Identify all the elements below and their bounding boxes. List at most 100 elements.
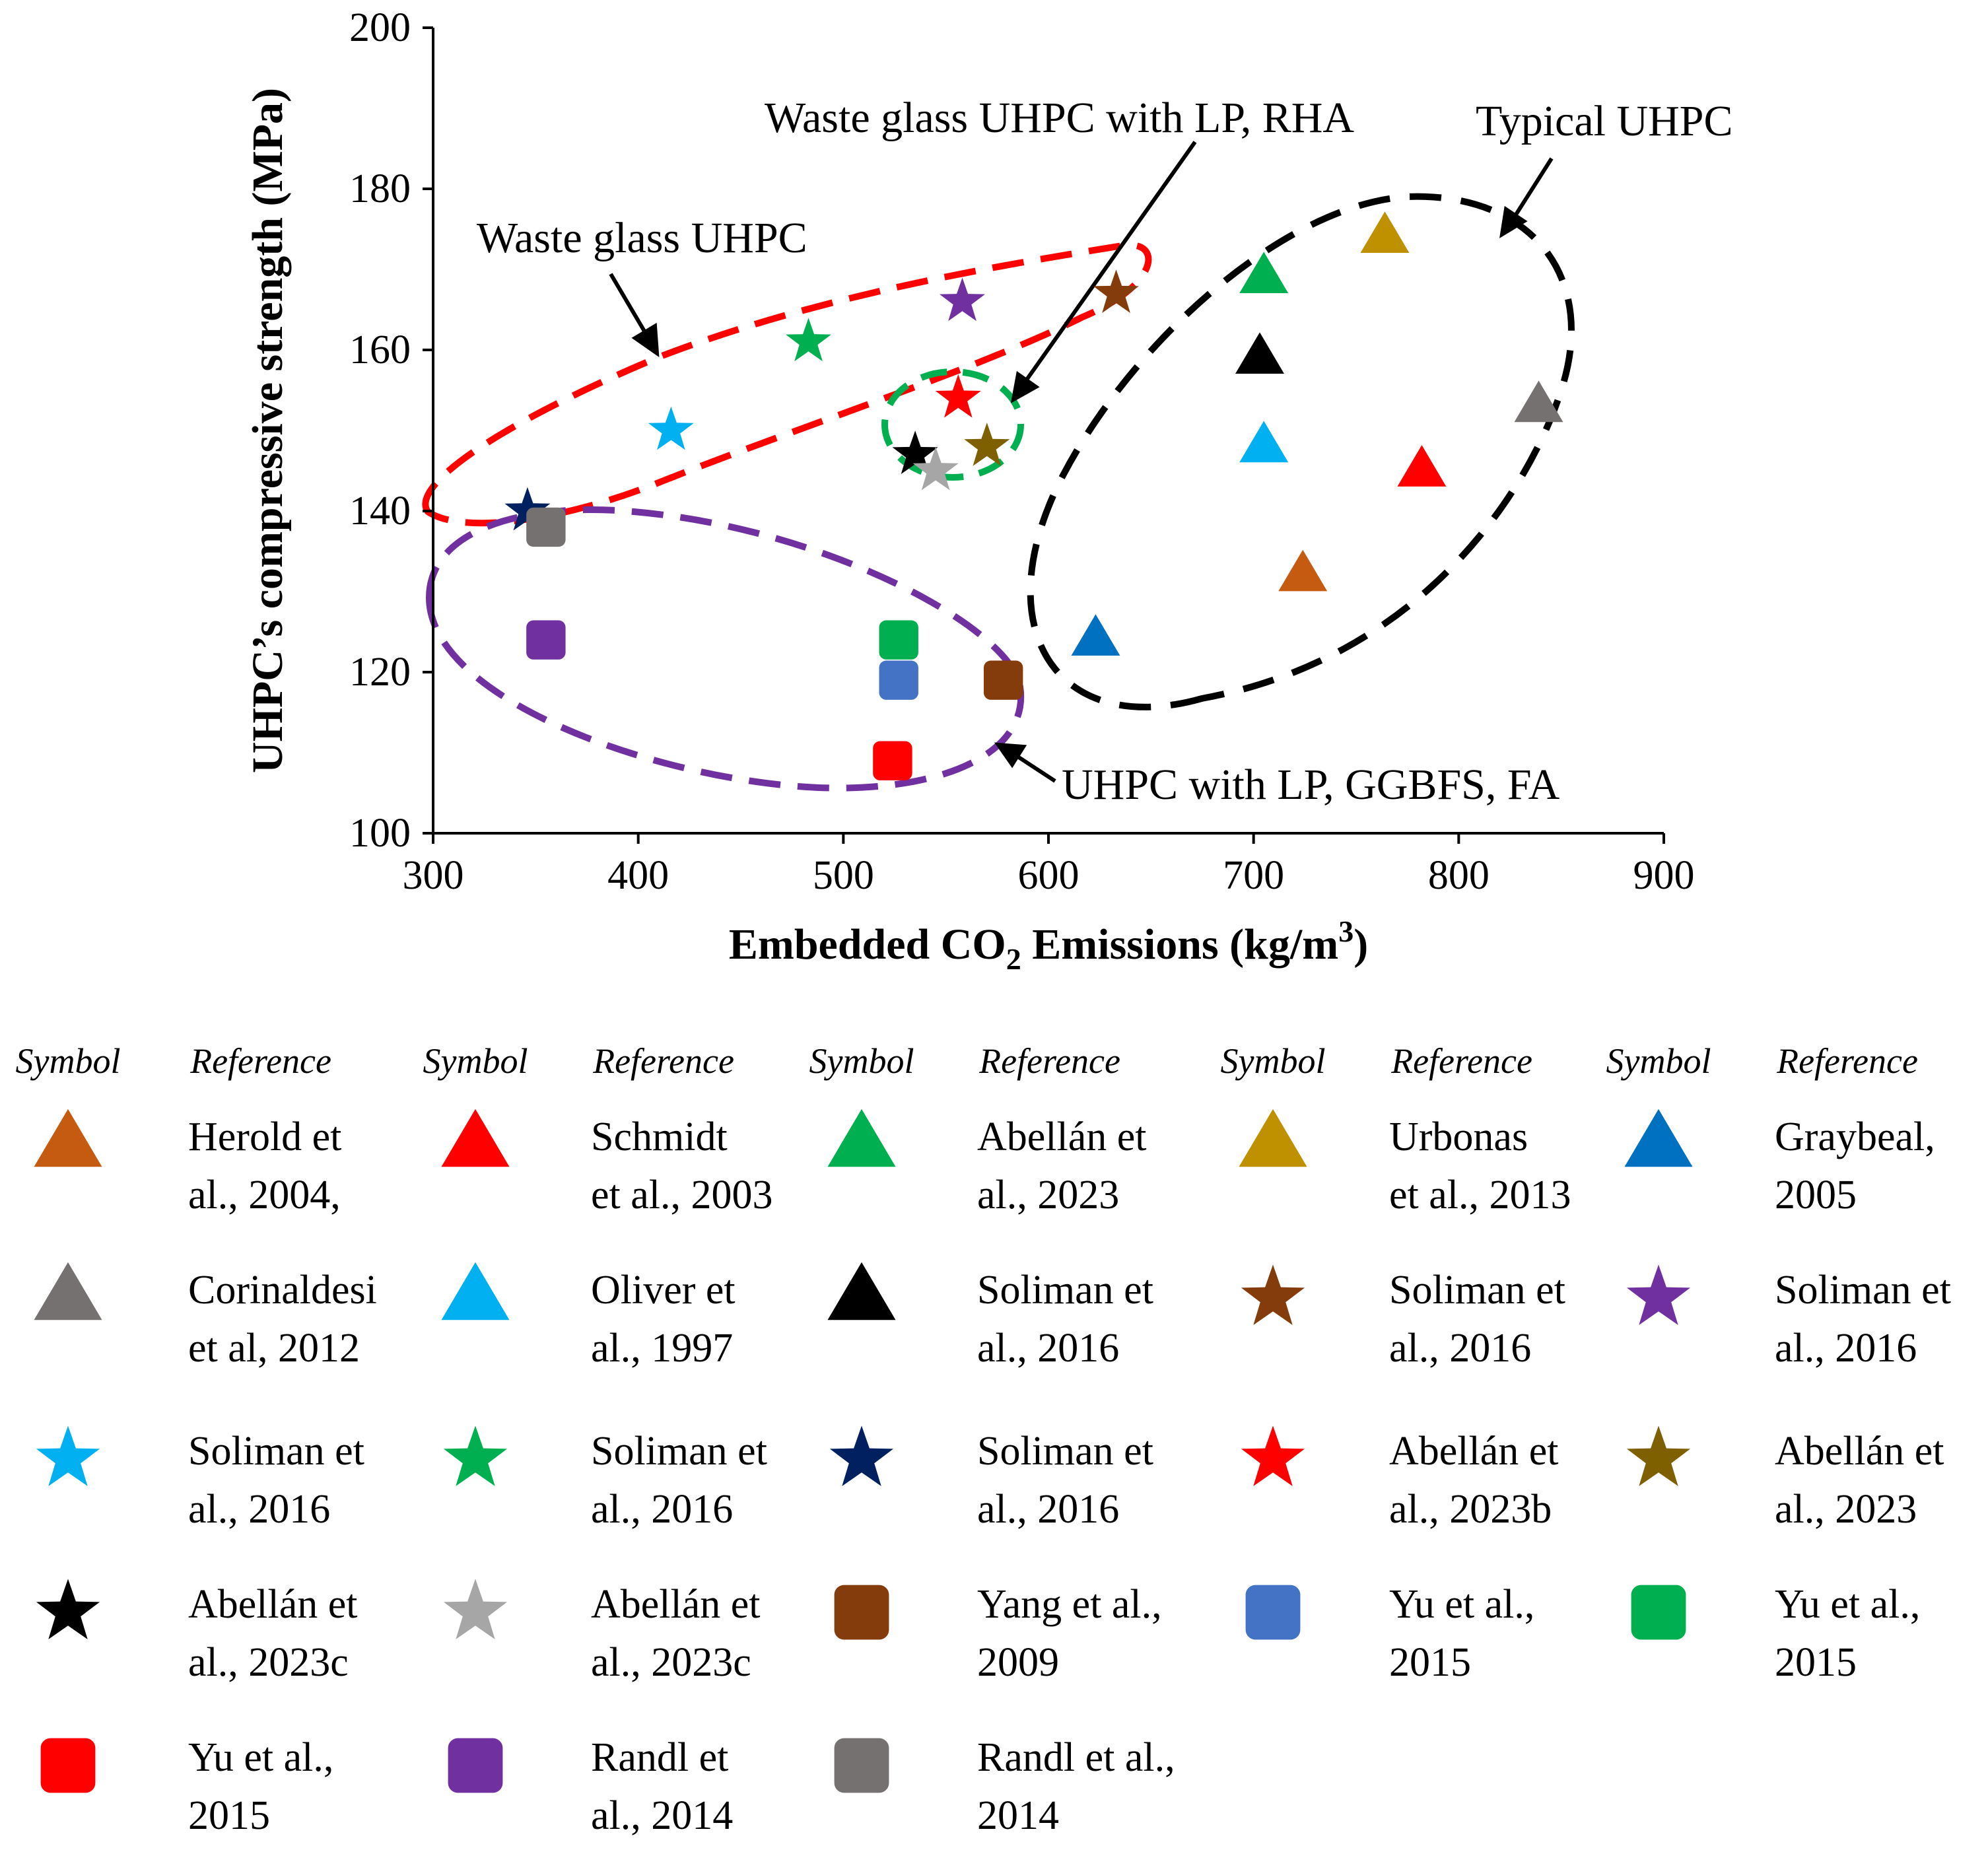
y-tick-label: 140	[349, 489, 411, 533]
legend-symbol-square	[1631, 1585, 1686, 1640]
legend-symbol-star	[829, 1425, 894, 1486]
legend-reference-line2: al., 2023c	[188, 1640, 349, 1685]
data-point-triangle	[1239, 252, 1289, 294]
legend-reference-line1: Yu et al.,	[188, 1735, 333, 1780]
legend-reference-line1: Abellán et	[1389, 1429, 1559, 1474]
x-ticks: 300 400 500 600 700 800 900	[403, 833, 1695, 898]
legend-symbol-star	[1241, 1425, 1305, 1486]
legend-reference-line1: Schmidt	[591, 1114, 728, 1159]
data-point-star	[504, 487, 551, 531]
legend-reference-line2: al., 2016	[1775, 1326, 1917, 1371]
x-tick-label: 600	[1018, 853, 1080, 898]
annotation-uhpc-lp-ggbfs-fa: UHPC with LP, GGBFS, FA	[1062, 761, 1560, 809]
legend-reference-line2: al., 2023c	[591, 1640, 751, 1685]
legend-reference-line1: Randl et al.,	[977, 1735, 1175, 1780]
x-tick-label: 900	[1633, 853, 1695, 898]
legend-reference-line1: Soliman et	[977, 1268, 1153, 1313]
legend-reference-line1: Abellán et	[188, 1582, 358, 1627]
data-point-star	[648, 406, 694, 450]
y-axis-title: UHPC’s compressive strength (MPa)	[244, 88, 292, 773]
legend-reference-line2: al., 2023	[1775, 1487, 1917, 1532]
legend-reference-line2: et al., 2003	[591, 1173, 773, 1217]
legend-reference-line1: Soliman et	[1775, 1268, 1951, 1313]
legend-symbol-triangle	[34, 1262, 102, 1320]
data-point-star	[1093, 269, 1139, 313]
y-tick-label: 200	[349, 5, 411, 50]
legend-reference-line2: al., 2004,	[188, 1173, 341, 1217]
waste-glass-lp-rha-region	[881, 368, 1024, 481]
y-tick-label: 180	[349, 166, 411, 211]
legend-reference-line1: Yu et al.,	[1775, 1582, 1920, 1627]
legend-reference-header: Reference	[189, 1041, 331, 1081]
legend-symbol-header: Symbol	[1221, 1041, 1326, 1081]
legend-reference-line2: al., 2016	[591, 1487, 733, 1532]
legend-symbol-square	[40, 1738, 96, 1793]
data-point-triangle	[1514, 380, 1563, 423]
legend-symbol-square	[834, 1585, 889, 1640]
legend-symbol-header: Symbol	[423, 1041, 528, 1081]
x-tick-label: 300	[403, 853, 464, 898]
legend-reference-line2: al., 2023	[977, 1173, 1119, 1217]
legend-reference-line1: Soliman et	[1389, 1268, 1565, 1313]
legend-reference-line1: Urbonas	[1389, 1114, 1528, 1159]
legend-symbol-star	[443, 1425, 508, 1486]
legend-symbol-star	[1241, 1264, 1305, 1325]
x-axis-title: Embedded CO2 Emissions (kg/m3)	[729, 914, 1368, 976]
legend-reference-line1: Oliver et	[591, 1268, 736, 1313]
legend-symbol-square	[834, 1738, 889, 1793]
legend-reference-header: Reference	[592, 1041, 734, 1081]
legend-symbol-triangle	[1624, 1109, 1693, 1167]
legend-symbol-star	[1626, 1425, 1691, 1486]
legend-reference-line1: Abellán et	[1775, 1429, 1944, 1474]
typical-uhpc-region	[1027, 193, 1575, 710]
legend-symbol-header: Symbol	[809, 1041, 914, 1081]
x-tick-label: 800	[1428, 853, 1490, 898]
legend-reference-line1: Soliman et	[591, 1429, 767, 1474]
y-ticks: 100 120 140 160 180 200	[349, 5, 433, 856]
legend-reference-line2: 2014	[977, 1793, 1059, 1838]
legend-reference-line2: 2015	[1775, 1640, 1857, 1685]
x-tick-label: 500	[813, 853, 874, 898]
annotation-waste-glass-uhpc: Waste glass UHPC	[477, 214, 807, 262]
legend-symbol-square	[1245, 1585, 1301, 1640]
data-point-square	[526, 507, 566, 547]
annotation-typical-uhpc: Typical UHPC	[1476, 97, 1733, 145]
legend-symbol-star	[443, 1579, 508, 1639]
legend-reference-line1: Randl et	[591, 1735, 728, 1780]
y-tick-label: 120	[349, 650, 411, 695]
legend-symbol-header: Symbol	[1606, 1041, 1711, 1081]
y-tick-label: 100	[349, 811, 411, 856]
legend-reference-line2: al., 1997	[591, 1326, 733, 1371]
legend-symbol-square	[448, 1738, 503, 1793]
x-tick-label: 700	[1223, 853, 1284, 898]
legend-reference-line2: 2009	[977, 1640, 1059, 1685]
y-tick-label: 160	[349, 327, 411, 372]
legend-reference-line1: Abellán et	[977, 1114, 1147, 1159]
data-point-star	[892, 430, 938, 474]
legend-reference-line1: Yu et al.,	[1389, 1582, 1534, 1627]
legend-symbol-star	[36, 1425, 100, 1486]
legend-symbol-triangle	[441, 1109, 510, 1167]
legend-reference-line2: 2015	[188, 1793, 270, 1838]
legend-reference-line1: Soliman et	[188, 1429, 364, 1474]
legend-reference-header: Reference	[1776, 1041, 1918, 1081]
data-point-star	[935, 374, 981, 418]
legend-reference-line2: al., 2016	[1389, 1326, 1531, 1371]
legend-symbol-triangle	[1239, 1109, 1307, 1167]
annotation-arrows	[609, 141, 1554, 783]
waste-glass-region	[422, 242, 1152, 527]
legend: Symbol Reference Symbol Reference Symbol Refe…	[16, 1041, 1951, 1838]
legend-reference-line2: al., 2014	[591, 1793, 733, 1838]
data-points	[504, 211, 1563, 780]
legend-reference-line2: et al., 2013	[1389, 1173, 1571, 1217]
legend-symbol-triangle	[34, 1109, 102, 1167]
legend-symbol-triangle	[827, 1109, 896, 1167]
data-point-star	[786, 318, 831, 362]
axes	[432, 28, 1664, 835]
data-point-square	[526, 620, 566, 660]
legend-symbol-star	[1626, 1264, 1691, 1325]
legend-reference-line1: Abellán et	[591, 1582, 761, 1627]
legend-symbol-header: Symbol	[16, 1041, 121, 1081]
legend-reference-line2: al., 2016	[977, 1326, 1119, 1371]
